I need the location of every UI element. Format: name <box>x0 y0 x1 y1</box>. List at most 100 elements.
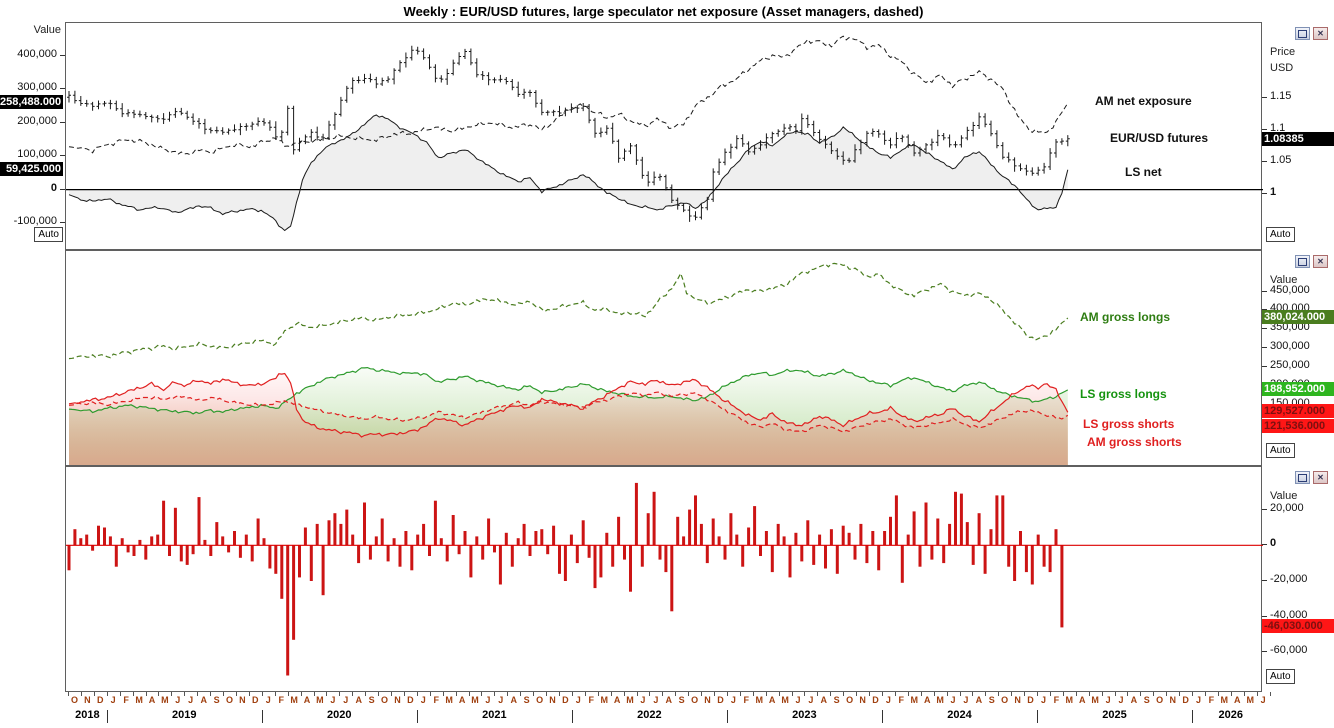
month-label: A <box>200 695 207 705</box>
change-bar <box>747 527 751 546</box>
change-bar <box>368 545 372 560</box>
tick-mark <box>60 55 65 56</box>
year-separator <box>571 710 573 723</box>
month-label: M <box>755 695 763 705</box>
change-bar <box>741 545 745 567</box>
minimize-icon[interactable] <box>1295 471 1310 484</box>
last-value-badge: 188,952.000 <box>1262 382 1334 396</box>
change-bar <box>108 536 112 546</box>
series-label: LS gross shorts <box>1083 417 1175 431</box>
month-label: D <box>1027 695 1034 705</box>
month-label: A <box>355 695 362 705</box>
change-bar <box>91 545 95 551</box>
year-label: 2022 <box>637 709 662 721</box>
tick-mark <box>60 222 65 223</box>
change-bar <box>593 545 597 589</box>
month-label: O <box>1001 695 1009 705</box>
month-label: M <box>600 695 608 705</box>
tick-mark <box>60 122 65 123</box>
change-bar <box>493 545 496 553</box>
change-bar <box>292 545 296 640</box>
price-chart-canvas[interactable] <box>66 23 1263 251</box>
year-separator <box>1192 710 1193 723</box>
change-bar <box>912 511 916 546</box>
auto-scale-button[interactable]: Auto <box>1266 443 1295 458</box>
change-bar <box>682 536 686 546</box>
month-label: A <box>1234 695 1241 705</box>
month-label: F <box>1053 695 1060 705</box>
change-bar <box>894 495 898 546</box>
month-label: A <box>975 695 983 705</box>
month-label: N <box>549 695 556 705</box>
month-label: N <box>394 695 401 705</box>
change-bar <box>510 545 514 567</box>
change-bar <box>333 513 337 546</box>
month-label: F <box>743 695 750 705</box>
month-label: J <box>808 695 814 705</box>
month-label: J <box>950 695 956 705</box>
tick-mark <box>1262 616 1267 617</box>
month-label: F <box>278 695 284 705</box>
change-bar <box>475 536 479 546</box>
change-bar <box>345 509 349 546</box>
change-bar <box>463 531 467 546</box>
weekly-change-canvas[interactable] <box>66 467 1263 693</box>
change-bar <box>900 545 904 583</box>
gross-positions-canvas[interactable] <box>66 251 1263 467</box>
change-bar <box>924 502 928 546</box>
month-label: J <box>1040 695 1047 705</box>
change-bar <box>280 545 284 599</box>
change-bar <box>717 536 721 546</box>
auto-scale-button[interactable]: Auto <box>1266 669 1295 684</box>
month-label: O <box>691 695 699 705</box>
axis-tick: -20,000 <box>1270 573 1308 585</box>
change-bar <box>144 545 148 560</box>
change-bar <box>1001 495 1005 546</box>
series-label: AM gross shorts <box>1087 435 1182 449</box>
close-icon[interactable]: ✕ <box>1313 27 1328 40</box>
tick-mark <box>60 88 65 89</box>
tick-mark <box>1262 544 1267 545</box>
change-bar <box>138 539 142 546</box>
change-bar <box>782 536 786 546</box>
change-bar <box>989 529 993 546</box>
change-bar <box>936 518 940 546</box>
change-bar <box>357 545 361 564</box>
month-label: D <box>97 695 104 705</box>
change-bar <box>392 538 396 546</box>
minimize-icon[interactable] <box>1295 255 1310 268</box>
month-label: J <box>420 695 426 705</box>
axis-tick: -60,000 <box>1270 644 1308 656</box>
year-separator <box>416 710 418 723</box>
close-icon[interactable]: ✕ <box>1313 255 1328 268</box>
year-label: 2025 <box>1102 709 1127 721</box>
change-bar <box>759 545 762 556</box>
month-label: M <box>290 695 298 705</box>
change-bar <box>995 495 999 546</box>
month-label: M <box>135 695 143 705</box>
month-label: J <box>885 695 891 705</box>
month-label: M <box>1220 695 1229 705</box>
month-label: A <box>148 695 156 705</box>
change-bar <box>788 545 792 578</box>
year-separator <box>882 710 883 723</box>
minimize-icon[interactable] <box>1295 27 1310 40</box>
close-icon[interactable]: ✕ <box>1313 471 1328 484</box>
change-bar <box>865 545 869 564</box>
price-net-exposure-panel[interactable] <box>65 22 1263 251</box>
change-bar <box>132 545 136 556</box>
change-bar <box>351 534 355 546</box>
year-separator <box>1037 710 1038 723</box>
tick-mark <box>60 155 65 156</box>
axis-tick: 300,000 <box>17 81 57 93</box>
gross-positions-panel[interactable] <box>65 250 1262 466</box>
auto-scale-button[interactable]: Auto <box>34 227 63 242</box>
change-bar <box>1036 534 1040 546</box>
month-label: O <box>380 695 389 705</box>
change-bar <box>977 513 981 546</box>
month-label: D <box>407 695 414 705</box>
month-label: D <box>562 695 569 705</box>
axis-tick: 100,000 <box>17 148 57 160</box>
weekly-change-panel[interactable] <box>65 466 1263 693</box>
auto-scale-button[interactable]: Auto <box>1266 227 1295 242</box>
